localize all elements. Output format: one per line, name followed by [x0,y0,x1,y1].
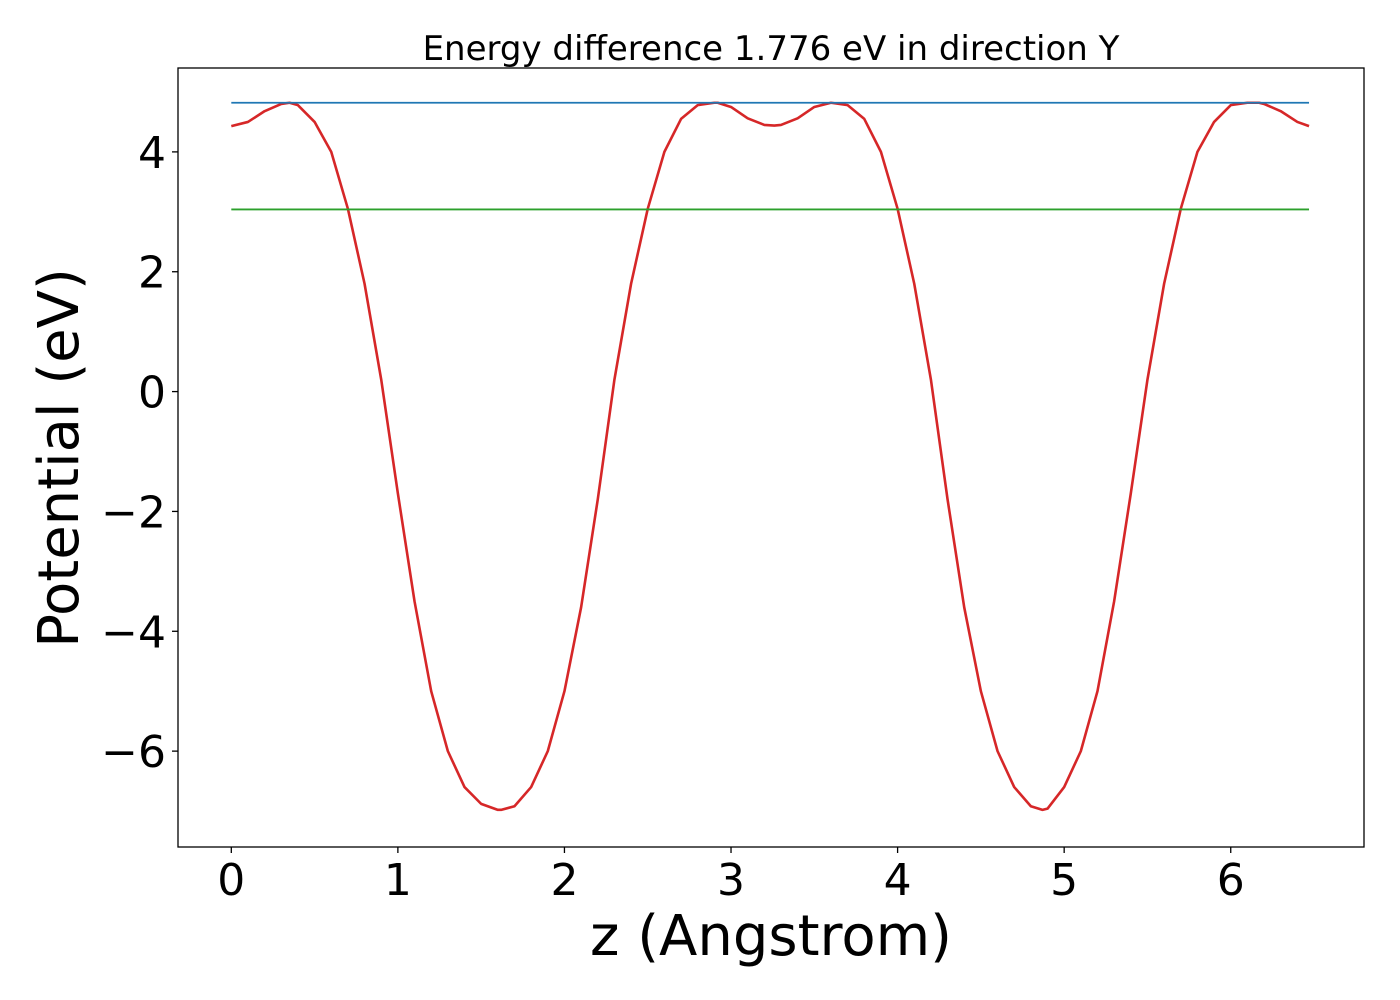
x-tick-label: 1 [384,855,412,906]
x-tick-label: 4 [884,855,912,906]
series-line-0 [230,101,1310,812]
y-tick-label: −2 [101,487,166,538]
x-tick-label: 2 [550,855,578,906]
x-tick-label: 5 [1050,855,1078,906]
plot-area-frame [177,67,1365,848]
y-axis-ticks: −6 −4 −2 0 2 4 [101,128,178,778]
x-tick-label: 3 [717,855,745,906]
x-axis-label: z (Angstrom) [590,904,952,969]
y-tick-label: −4 [101,607,166,658]
y-tick-label: 2 [138,248,166,299]
y-tick-label: −6 [101,727,166,778]
y-tick-label: 0 [138,368,166,419]
y-axis-label: Potential (eV) [27,268,92,648]
y-tick-label: 4 [138,128,166,179]
x-axis-ticks: 0 1 2 3 4 5 6 [217,847,1245,906]
x-tick-label: 6 [1217,855,1245,906]
chart-title: Energy difference 1.776 eV in direction … [423,29,1120,69]
series-layer [230,101,1310,812]
x-tick-label: 0 [217,855,245,906]
